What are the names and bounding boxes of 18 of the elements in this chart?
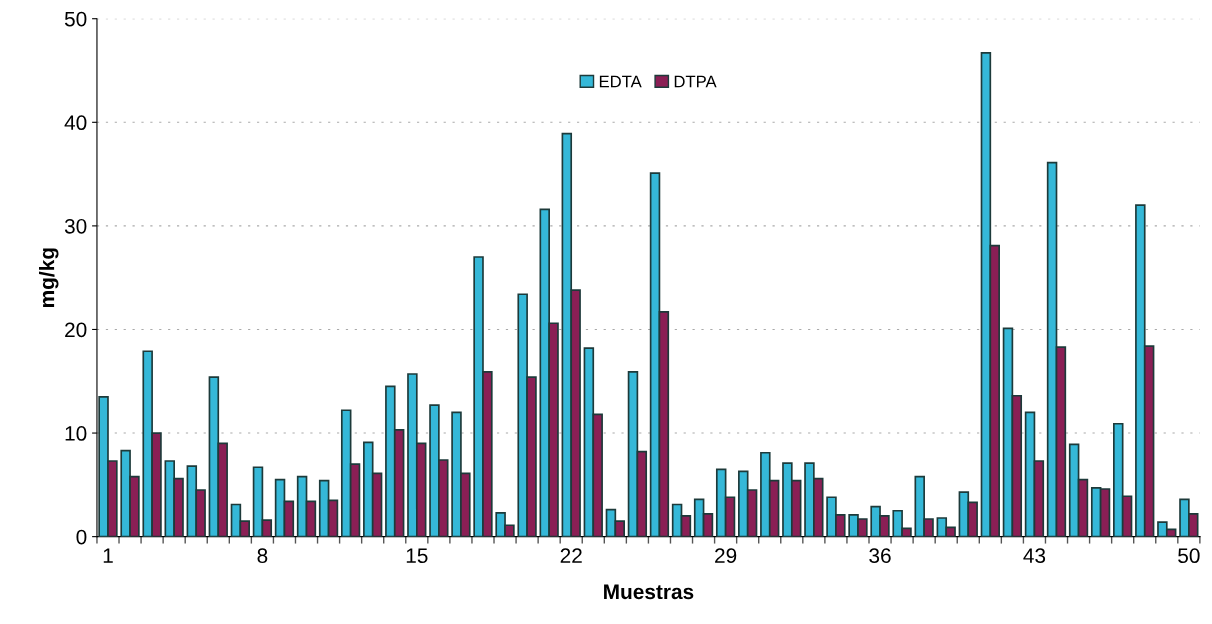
x-axis-title: Muestras: [604, 584, 694, 600]
y-tick-label: 10: [65, 426, 87, 441]
y-tick-label: 20: [65, 322, 87, 338]
x-tick-label: 29: [715, 548, 737, 564]
x-tick-label: 8: [257, 548, 268, 564]
legend-label: DTPA: [674, 75, 717, 88]
x-tick-label: 22: [560, 548, 582, 563]
y-tick-label: 0: [76, 529, 87, 545]
y-axis-title: mg/kg: [39, 248, 59, 307]
y-tick-label: 30: [64, 218, 87, 234]
x-tick-label: 1: [103, 548, 113, 563]
y-tick-label: 40: [64, 115, 87, 131]
x-tick-label: 36: [869, 548, 891, 564]
y-tick-label: 50: [64, 11, 87, 27]
x-tick-label: 43: [1023, 548, 1046, 564]
legend-label: EDTA: [599, 75, 642, 88]
x-tick-label: 15: [406, 548, 428, 564]
x-tick-label: 50: [1178, 548, 1200, 564]
